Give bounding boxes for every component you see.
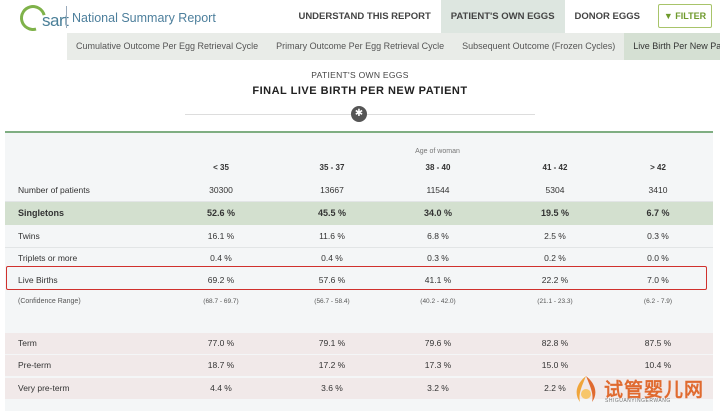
table-cell: 17.2 % [292, 360, 372, 370]
table-cell: 30300 [181, 185, 261, 195]
column-header-lt35: < 35 [181, 163, 261, 172]
subnav-live-birth-per-new-patient[interactable]: Live Birth Per New Patient [624, 33, 720, 60]
table-cell: 10.4 % [618, 360, 698, 370]
table-cell: (56.7 - 58.4) [292, 298, 372, 305]
row-label: Term [18, 338, 37, 348]
table-cell: 79.1 % [292, 338, 372, 348]
watermark-logo-icon [572, 374, 600, 404]
top-bar: sart National Summary Report UNDERSTAND … [0, 0, 720, 33]
row-label: Twins [18, 231, 40, 241]
table-cell: 79.6 % [398, 338, 478, 348]
logo-text: sart [42, 11, 68, 31]
main-nav: UNDERSTAND THIS REPORT PATIENT'S OWN EGG… [288, 0, 650, 33]
table-cell: 11544 [398, 185, 478, 195]
nav-donor-eggs[interactable]: DONOR EGGS [565, 0, 650, 33]
table-cell: 4.4 % [181, 383, 261, 393]
table-cell: 0.0 % [618, 253, 698, 263]
table-cell: 3.2 % [398, 383, 478, 393]
table-cell: 82.8 % [515, 338, 595, 348]
table-cell: 3.6 % [292, 383, 372, 393]
table-row: (Confidence Range) (68.7 - 69.7) (56.7 -… [5, 292, 713, 313]
table-cell: 52.6 % [181, 208, 261, 218]
table-cell: 6.7 % [618, 208, 698, 218]
table-cell: 16.1 % [181, 231, 261, 241]
column-header-41-42: 41 - 42 [515, 163, 595, 172]
table-cell: 18.7 % [181, 360, 261, 370]
row-label: Very pre-term [18, 383, 70, 393]
table-cell: 0.3 % [398, 253, 478, 263]
page-title: FINAL LIVE BIRTH PER NEW PATIENT [0, 85, 720, 97]
page-kicker: PATIENT'S OWN EGGS [0, 70, 720, 80]
nav-patients-own-eggs[interactable]: PATIENT'S OWN EGGS [441, 0, 565, 33]
table-cell: (21.1 - 23.3) [515, 298, 595, 305]
table-cell: 0.3 % [618, 231, 698, 241]
table-cell: 3410 [618, 185, 698, 195]
table-cell: 11.6 % [292, 231, 372, 241]
subnav-primary-outcome[interactable]: Primary Outcome Per Egg Retrieval Cycle [267, 33, 453, 60]
column-header-gt42: > 42 [618, 163, 698, 172]
watermark-subtext: SHIGUANYINGERWANG [605, 398, 671, 404]
table-cell: 0.4 % [292, 253, 372, 263]
filter-label: FILTER [675, 11, 706, 21]
table-row: Twins 16.1 % 11.6 % 6.8 % 2.5 % 0.3 % [5, 226, 713, 247]
logo-divider [66, 6, 67, 28]
filter-button[interactable]: ▼ FILTER [658, 4, 712, 28]
row-label: Number of patients [18, 185, 90, 195]
live-births-highlight-box [6, 266, 707, 290]
table-cell: (40.2 - 42.0) [398, 298, 478, 305]
table-cell: (6.2 - 7.9) [618, 298, 698, 305]
table-cell: 87.5 % [618, 338, 698, 348]
subnav-cumulative-outcome[interactable]: Cumulative Outcome Per Egg Retrieval Cyc… [67, 33, 267, 60]
table-row: Term 77.0 % 79.1 % 79.6 % 82.8 % 87.5 % [5, 333, 713, 354]
age-group-header: Age of woman [390, 148, 485, 155]
nav-understand-report[interactable]: UNDERSTAND THIS REPORT [288, 0, 440, 33]
funnel-icon: ▼ [664, 11, 673, 21]
sart-logo[interactable]: sart [10, 3, 66, 31]
table-cell: 77.0 % [181, 338, 261, 348]
table-cell: 6.8 % [398, 231, 478, 241]
row-label: Triplets or more [18, 253, 77, 263]
column-header-35-37: 35 - 37 [292, 163, 372, 172]
subnav-subsequent-outcome[interactable]: Subsequent Outcome (Frozen Cycles) [453, 33, 624, 60]
table-cell: 0.4 % [181, 253, 261, 263]
row-label: (Confidence Range) [18, 298, 81, 305]
table-row: Singletons 52.6 % 45.5 % 34.0 % 19.5 % 6… [5, 202, 713, 225]
row-label: Singletons [18, 208, 64, 218]
row-label: Pre-term [18, 360, 51, 370]
site-watermark: 试管婴儿网 SHIGUANYINGERWANG [572, 373, 714, 407]
column-header-38-40: 38 - 40 [398, 163, 478, 172]
table-cell: 15.0 % [515, 360, 595, 370]
table-cell: 19.5 % [515, 208, 595, 218]
asterisk-icon: ✱ [351, 106, 367, 122]
app-title: National Summary Report [72, 11, 216, 25]
table-cell: 13667 [292, 185, 372, 195]
table-cell: 45.5 % [292, 208, 372, 218]
sub-nav: Cumulative Outcome Per Egg Retrieval Cyc… [67, 33, 720, 60]
table-cell: 34.0 % [398, 208, 478, 218]
table-cell: (68.7 - 69.7) [181, 298, 261, 305]
table-cell: 17.3 % [398, 360, 478, 370]
table-cell: 0.2 % [515, 253, 595, 263]
table-cell: 2.5 % [515, 231, 595, 241]
table-row: Number of patients 30300 13667 11544 530… [5, 180, 713, 201]
table-cell: 5304 [515, 185, 595, 195]
